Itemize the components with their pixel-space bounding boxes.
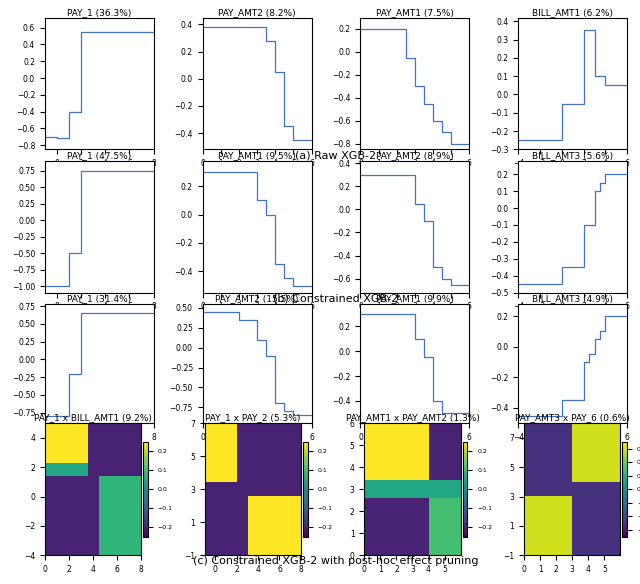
Title: PAY_AMT1 x PAY_AMT2 (1.3%): PAY_AMT1 x PAY_AMT2 (1.3%) bbox=[346, 413, 479, 422]
Text: (a) Raw XGB-2: (a) Raw XGB-2 bbox=[296, 150, 376, 160]
Text: (c) Constrained XGB-2 with post-hoc effect pruning: (c) Constrained XGB-2 with post-hoc effe… bbox=[193, 556, 479, 566]
Title: PAY_1 (31.4%): PAY_1 (31.4%) bbox=[67, 294, 131, 303]
Title: PAY_1 (36.3%): PAY_1 (36.3%) bbox=[67, 8, 131, 17]
Title: PAY_1 (47.5%): PAY_1 (47.5%) bbox=[67, 151, 131, 160]
Title: PAY_AMT1 (9.9%): PAY_AMT1 (9.9%) bbox=[376, 294, 454, 303]
Title: BILL_AMT3 (5.6%): BILL_AMT3 (5.6%) bbox=[532, 151, 613, 160]
Title: PAY_AMT1 (7.5%): PAY_AMT1 (7.5%) bbox=[376, 8, 454, 17]
Title: PAY_1 x BILL_AMT1 (9.2%): PAY_1 x BILL_AMT1 (9.2%) bbox=[34, 413, 152, 422]
Text: (b) Constrained XGB-2: (b) Constrained XGB-2 bbox=[273, 293, 399, 303]
Title: PAY_AMT3 x PAY_6 (0.6%): PAY_AMT3 x PAY_6 (0.6%) bbox=[515, 413, 630, 422]
Title: BILL_AMT1 (6.2%): BILL_AMT1 (6.2%) bbox=[532, 8, 613, 17]
Title: PAY_AMT2 (15.5%): PAY_AMT2 (15.5%) bbox=[215, 294, 299, 303]
Title: PAY_AMT2 (8.2%): PAY_AMT2 (8.2%) bbox=[218, 8, 296, 17]
Title: PAY_AMT1 (9.5%): PAY_AMT1 (9.5%) bbox=[218, 151, 296, 160]
Title: PAY_AMT2 (8.9%): PAY_AMT2 (8.9%) bbox=[376, 151, 454, 160]
Title: PAY_1 x PAY_2 (5.3%): PAY_1 x PAY_2 (5.3%) bbox=[205, 413, 300, 422]
Title: BILL_AMT3 (4.9%): BILL_AMT3 (4.9%) bbox=[532, 294, 613, 303]
